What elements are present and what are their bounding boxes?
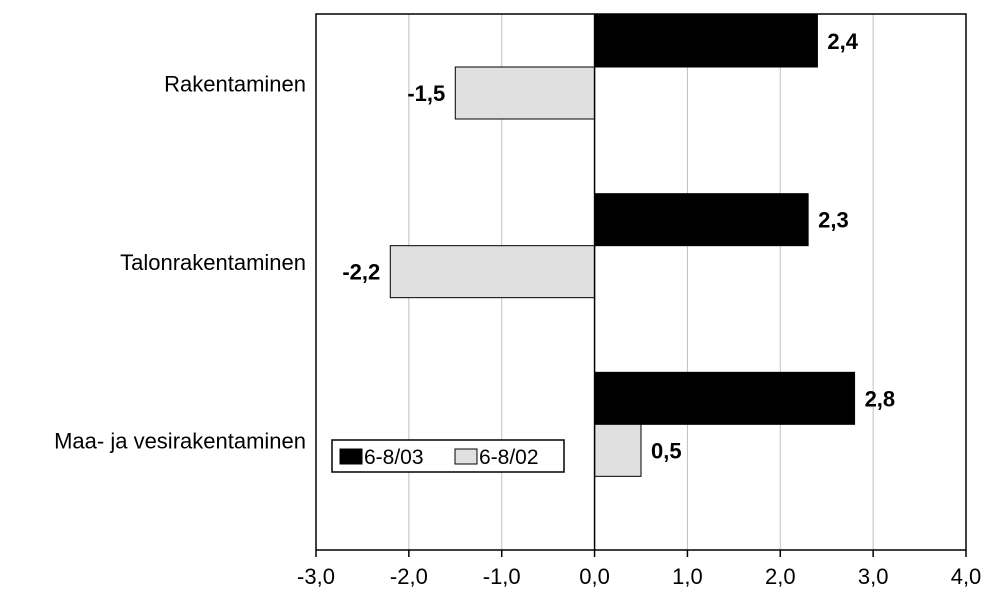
category-label-talonrakentaminen: Talonrakentaminen xyxy=(120,250,306,275)
bars xyxy=(389,14,856,477)
legend-swatch-6-8-02 xyxy=(454,448,478,465)
category-labels: Rakentaminen Talonrakentaminen Maa- ja ves… xyxy=(54,71,306,453)
data-label-talonrakentaminen-6-8-03: 2,3 xyxy=(818,208,849,233)
bar-maa-ja-vesirakentaminen-6-8-03 xyxy=(594,371,856,425)
x-tick-label: 3,0 xyxy=(858,564,889,589)
data-label-maa-ja-vesirakentaminen-6-8-03: 2,8 xyxy=(865,386,896,411)
legend-swatch-6-8-03 xyxy=(339,448,363,465)
legend-box xyxy=(331,439,565,473)
x-tick-label: -3,0 xyxy=(297,564,335,589)
bar-rakentaminen-6-8-03 xyxy=(594,14,818,68)
legend-label-6-8-02: 6-8/02 xyxy=(479,446,539,469)
data-label-maa-ja-vesirakentaminen-6-8-02: 0,5 xyxy=(651,438,682,463)
x-tick-label: 1,0 xyxy=(672,564,703,589)
x-tick-label: 2,0 xyxy=(765,564,796,589)
bar-rakentaminen-6-8-02 xyxy=(454,66,596,120)
bar-maa-ja-vesirakentaminen-6-8-02 xyxy=(594,423,642,477)
data-label-talonrakentaminen-6-8-02: -2,2 xyxy=(342,260,380,285)
x-tick-label: 0,0 xyxy=(579,564,610,589)
x-tick-label: 4,0 xyxy=(951,564,982,589)
bar-talonrakentaminen-6-8-03 xyxy=(594,193,809,247)
plot-frame xyxy=(315,13,967,551)
data-label-rakentaminen-6-8-02: -1,5 xyxy=(407,81,445,106)
x-axis-ticks: -3,0 -2,0 -1,0 0,0 1,0 2,0 3,0 4,0 xyxy=(297,550,981,589)
legend: 6-8/03 6-8/02 xyxy=(331,439,565,473)
data-label-rakentaminen-6-8-03: 2,4 xyxy=(827,29,858,54)
bar-talonrakentaminen-6-8-02 xyxy=(389,245,596,299)
legend-label-6-8-03: 6-8/03 xyxy=(364,446,424,469)
x-tick-label: -2,0 xyxy=(390,564,428,589)
category-label-maa-ja-vesirakentaminen: Maa- ja vesirakentaminen xyxy=(54,429,306,454)
data-labels: 2,4 -1,5 2,3 -2,2 2,8 0,5 xyxy=(342,29,895,463)
x-tick-label: -1,0 xyxy=(483,564,521,589)
category-label-rakentaminen: Rakentaminen xyxy=(164,71,306,96)
